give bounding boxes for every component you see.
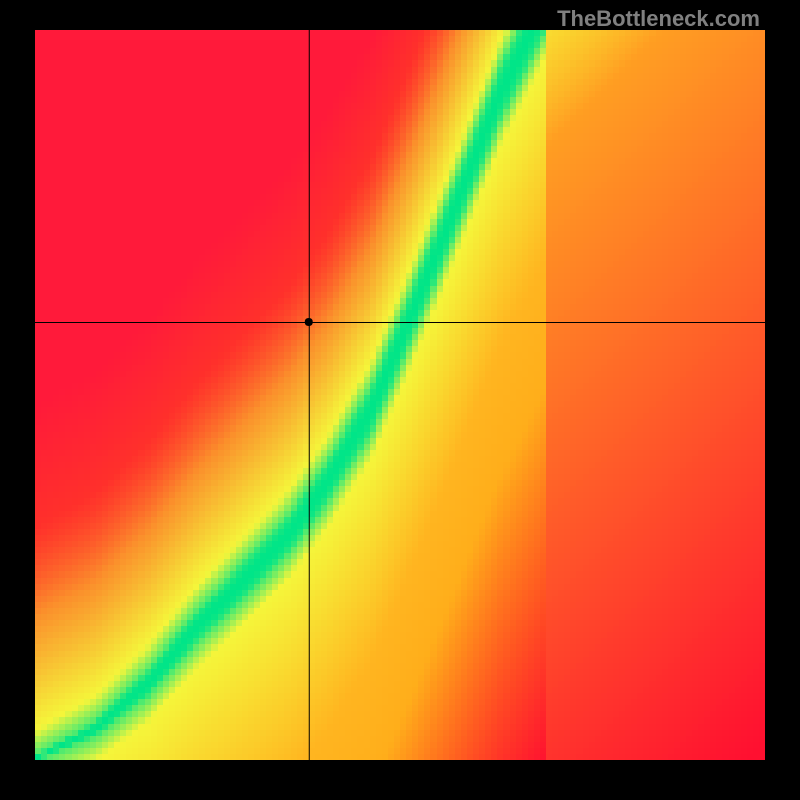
plot-area: [35, 30, 765, 760]
chart-container: TheBottleneck.com: [0, 0, 800, 800]
watermark-text: TheBottleneck.com: [557, 6, 760, 32]
heatmap-canvas: [35, 30, 765, 760]
